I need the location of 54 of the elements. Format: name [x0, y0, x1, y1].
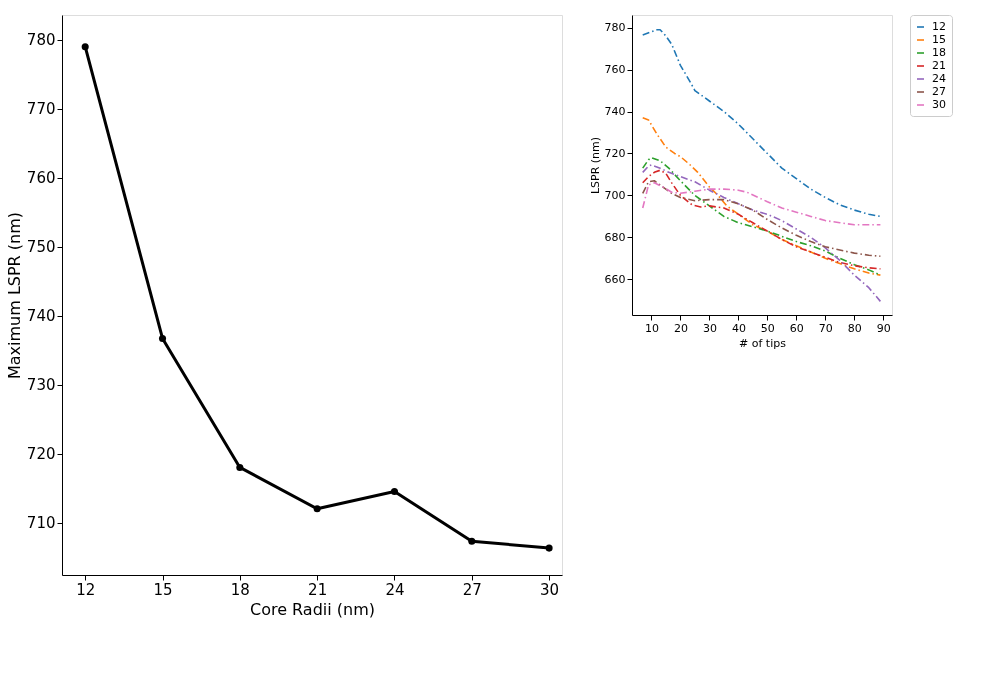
- legend-label: 12: [932, 20, 946, 33]
- legend-label: 24: [932, 72, 946, 85]
- x-tick-label: 60: [789, 321, 804, 335]
- y-tick-label: 720: [604, 146, 626, 160]
- x-tick-label: 24: [385, 580, 405, 599]
- x-tick-label: 10: [644, 321, 659, 335]
- x-tick-label: 21: [308, 580, 328, 599]
- point: [390, 488, 399, 496]
- x-tick-label: 18: [230, 580, 250, 599]
- y-tick-label: 730: [26, 376, 56, 395]
- x-axis-title: # of tips: [739, 336, 787, 350]
- x-tick-label: 15: [153, 580, 173, 599]
- legend-label: 27: [932, 85, 946, 98]
- line-series: [641, 182, 882, 226]
- point: [236, 463, 244, 471]
- y-axis-title: Maximum LSPR (nm): [4, 211, 24, 380]
- line-series: [641, 117, 882, 276]
- y-tick-label: 740: [604, 105, 626, 118]
- x-axis-title: Core Radii (nm): [249, 599, 376, 619]
- x-tick-label: 80: [847, 321, 862, 335]
- legend-label: 18: [932, 46, 946, 59]
- y-tick-label: 780: [26, 31, 56, 50]
- y-tick-label: 780: [604, 21, 626, 35]
- line-series: [641, 164, 882, 303]
- x-tick-label: 30: [702, 321, 717, 335]
- y-axis-title: LSPR (nm): [588, 136, 602, 195]
- y-tick-label: 740: [26, 307, 56, 326]
- point: [158, 334, 167, 342]
- point: [81, 43, 89, 51]
- point: [468, 537, 476, 545]
- y-tick-label: 760: [604, 63, 626, 77]
- y-tick-label: 760: [26, 169, 56, 188]
- legend-label: 30: [932, 98, 946, 111]
- x-tick-label: 20: [673, 321, 688, 335]
- point: [545, 544, 553, 552]
- x-tick-label: 90: [876, 321, 891, 335]
- line-series: [641, 179, 882, 258]
- x-tick-label: 70: [818, 321, 833, 335]
- x-tick-label: 30: [540, 580, 560, 599]
- y-tick-label: 710: [26, 514, 56, 533]
- y-tick-label: 770: [26, 100, 56, 119]
- x-tick-label: 27: [462, 580, 482, 599]
- y-tick-label: 660: [604, 272, 626, 286]
- point: [313, 505, 321, 513]
- x-tick-label: 12: [76, 580, 96, 599]
- legend-label: 21: [932, 59, 946, 72]
- x-tick-label: 50: [760, 321, 775, 335]
- y-tick-label: 750: [26, 238, 56, 257]
- y-tick-label: 700: [604, 188, 626, 202]
- x-tick-label: 40: [731, 321, 746, 335]
- line-series: [641, 28, 882, 218]
- y-tick-label: 720: [26, 445, 56, 464]
- y-tick-label: 680: [604, 230, 626, 244]
- legend-label: 15: [932, 33, 946, 46]
